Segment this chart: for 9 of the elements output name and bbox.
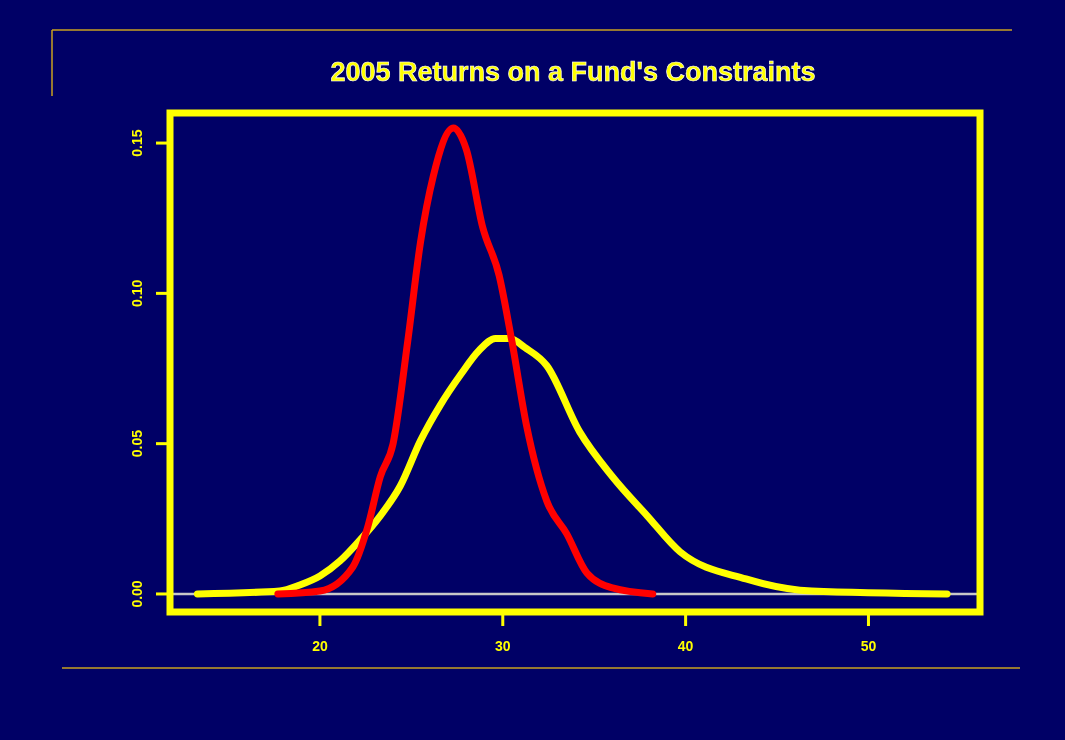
chart-title: 2005 Returns on a Fund's Constraints xyxy=(330,57,816,87)
x-tick-label: 30 xyxy=(494,638,511,654)
y-tick-label: 0.15 xyxy=(129,129,145,157)
y-tick-label: 0.10 xyxy=(129,279,145,307)
y-tick-label: 0.00 xyxy=(129,580,145,608)
x-tick-label: 20 xyxy=(312,638,328,654)
y-tick-label: 0.05 xyxy=(129,429,145,458)
x-tick-label: 40 xyxy=(677,638,694,654)
x-tick-label: 50 xyxy=(860,638,877,654)
